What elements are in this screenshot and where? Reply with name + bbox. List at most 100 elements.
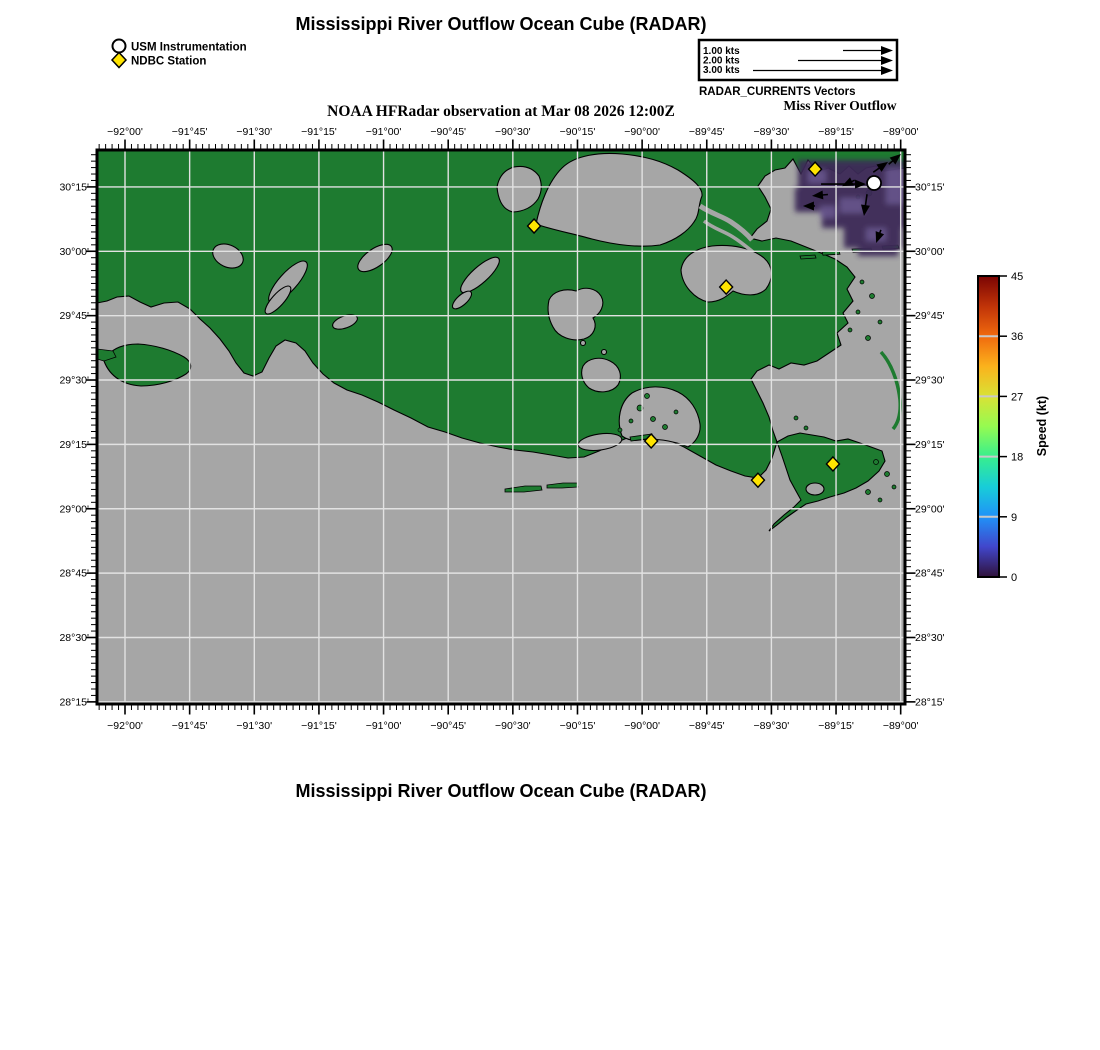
lon-tick-label: −91°15' [301, 126, 337, 138]
current-vector-arrow [811, 190, 824, 200]
lon-tick-label: −91°30' [236, 126, 272, 138]
lon-tick-label: −90°00' [624, 126, 660, 138]
current-vector-arrow [889, 153, 901, 165]
lon-tick-label: −89°15' [818, 126, 854, 138]
lon-tick-label: −90°00' [624, 720, 660, 732]
lake-maurepas [496, 165, 542, 213]
lon-tick-label: −91°45' [172, 126, 208, 138]
lake-palourde [264, 285, 292, 315]
vector-scale-box: 1.00 kts 2.00 kts 3.00 kts [697, 38, 899, 82]
cat-island [799, 254, 817, 260]
colorbar-gradient-bar [977, 275, 1000, 578]
ndbc-station-marker [825, 455, 841, 472]
lat-tick-label: 29°15' [59, 439, 89, 451]
marsh-pond [600, 348, 608, 356]
vector-scale-row-label: 2.00 kts [703, 56, 740, 67]
marsh-pond [579, 339, 587, 347]
lat-tick-label: 29°00' [59, 503, 89, 515]
lon-tick-label: −90°30' [495, 720, 531, 732]
current-vector-arrow [802, 201, 814, 211]
lat-tick-label: 29°15' [915, 439, 945, 451]
lat-tick-label: 28°30' [915, 632, 945, 644]
ndbc-station-marker [807, 161, 823, 178]
isles-dernieres [504, 485, 543, 493]
lat-tick-label: 28°45' [59, 568, 89, 580]
colorbar-ticks: 0 9 18 27 36 45 [979, 271, 1023, 584]
rigolets-channel [698, 203, 754, 242]
lat-tick-label: 29°00' [915, 503, 945, 515]
grand-lake [212, 243, 244, 269]
colorbar-tick-label: 0 [1011, 572, 1017, 584]
current-vector-arrow [864, 194, 868, 208]
lake-salvador [547, 287, 604, 341]
lon-tick-label: −89°45' [689, 126, 725, 138]
ndbc-station-marker [750, 472, 766, 489]
legend-ndbc-label: NDBC Station [131, 56, 206, 68]
colorbar-tick-label: 18 [1011, 452, 1023, 464]
lon-tick-label: −89°00' [883, 126, 919, 138]
current-vector-arrow [861, 204, 870, 216]
observation-subtitle: NOAA HFRadar observation at Mar 08 2026 … [327, 103, 675, 120]
lake-borgne [680, 244, 772, 303]
lac-des-allemands [460, 256, 500, 294]
lon-tick-label: −91°30' [236, 720, 272, 732]
lat-tick-label: 29°45' [915, 310, 945, 322]
current-vector-arrow [875, 231, 885, 244]
colorbar-tick-label: 45 [1011, 271, 1023, 283]
scale-arrow [881, 46, 893, 55]
shell-keys [97, 348, 117, 362]
swamp-lake [332, 314, 358, 330]
lake-boeuf [451, 290, 473, 310]
axis-tick-labels: −92°00' −92°00' −91°45' −91°45' −91°30' −91°3… [59, 126, 944, 732]
lat-tick-label: 29°30' [915, 375, 945, 387]
vector-scale-row-label: 3.00 kts [703, 65, 740, 76]
lon-tick-label: −89°30' [754, 720, 790, 732]
lon-tick-label: −90°45' [430, 126, 466, 138]
ndbc-station-marker [718, 279, 734, 296]
lat-tick-label: 30°15' [915, 181, 945, 193]
legend-usm-label: USM Instrumentation [131, 42, 247, 54]
lon-tick-label: −91°00' [366, 126, 402, 138]
usm-instrumentation-marker [866, 175, 882, 191]
lon-tick-label: −91°00' [366, 720, 402, 732]
marker-legend: USM Instrumentation NDBC Station [110, 38, 247, 69]
lat-tick-label: 28°15' [915, 696, 945, 708]
colorbar-tick-label: 36 [1011, 331, 1023, 343]
usm-instrumentation-icon [111, 38, 127, 54]
lon-tick-label: −89°15' [818, 720, 854, 732]
lon-tick-label: −91°45' [172, 720, 208, 732]
lon-tick-label: −91°15' [301, 720, 337, 732]
lat-tick-label: 28°45' [915, 568, 945, 580]
scale-arrow [881, 56, 893, 65]
ndbc-station-marker [526, 218, 542, 235]
map-body [97, 150, 905, 704]
current-vectors [802, 153, 901, 244]
vector-scale-arrows [753, 46, 893, 75]
ndbc-station-marker [643, 433, 659, 450]
lat-tick-label: 30°00' [59, 246, 89, 258]
colorbar-tick-label: 27 [1011, 391, 1023, 403]
scale-arrow [881, 66, 893, 75]
map-frame [95, 148, 907, 706]
vector-scale-caption: RADAR_CURRENTS Vectors [699, 86, 856, 98]
speed-colorbar: 0 9 18 27 36 45 Speed (kt) [977, 271, 1049, 584]
graticule-gridlines [97, 150, 905, 704]
lat-tick-label: 28°15' [59, 696, 89, 708]
lon-tick-label: −92°00' [107, 126, 143, 138]
lon-tick-label: −90°15' [560, 720, 596, 732]
region-label: Miss River Outflow [784, 98, 897, 113]
lat-tick-label: 29°45' [59, 310, 89, 322]
lat-tick-label: 30°15' [59, 181, 89, 193]
current-vector-arrow [876, 161, 889, 172]
colorbar-axis-label: Speed (kt) [1035, 396, 1049, 456]
lon-tick-label: −90°15' [560, 126, 596, 138]
lon-tick-label: −90°45' [430, 720, 466, 732]
lon-tick-label: −90°30' [495, 126, 531, 138]
current-vector-arrow [855, 179, 867, 189]
page-title: Mississippi River Outflow Ocean Cube (RA… [295, 14, 706, 34]
station-markers [526, 161, 882, 489]
colorbar-tick-label: 9 [1011, 512, 1017, 524]
lon-tick-label: −89°00' [883, 720, 919, 732]
